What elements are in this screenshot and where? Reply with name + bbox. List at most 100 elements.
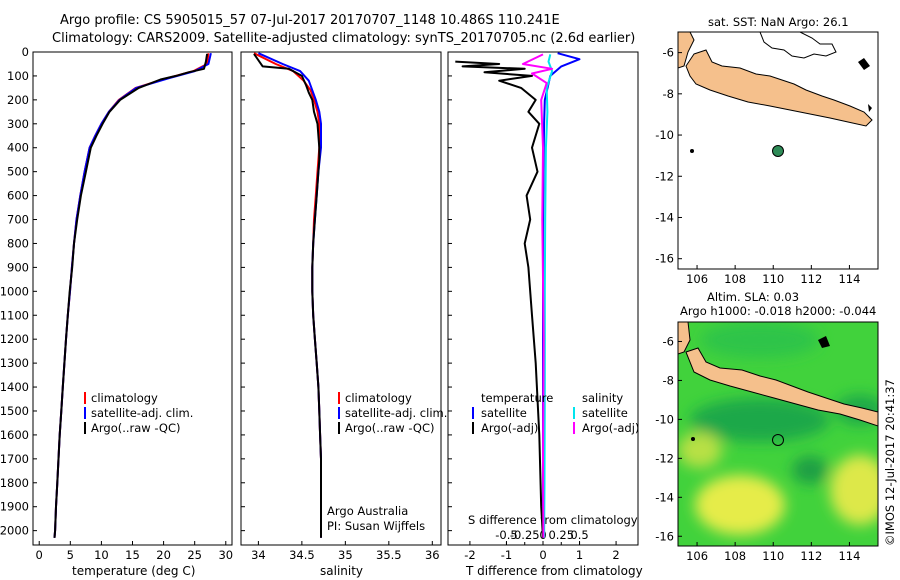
lat-tick-label: -6 xyxy=(663,46,674,60)
map-sst-frame xyxy=(677,31,879,270)
difference-series xyxy=(455,52,581,538)
depth-tick-label: 100 xyxy=(7,69,29,83)
legend-t-argo-label: Argo(-adj) xyxy=(481,421,538,435)
lon-tick-label: 110 xyxy=(762,272,784,286)
borneo-coast xyxy=(759,32,837,59)
depth-tick-label: 1500 xyxy=(0,404,29,418)
x-tick-label: 34.5 xyxy=(289,548,315,562)
java-land xyxy=(685,347,878,427)
temperature-axis-label: temperature (deg C) xyxy=(72,564,195,578)
legend-t-satellite-label: satellite xyxy=(481,406,527,420)
depth-tick-label: 800 xyxy=(7,236,29,250)
lon-tick-label: 106 xyxy=(686,549,708,563)
salinity-panel xyxy=(240,51,442,546)
pi-label: PI: Susan Wijffels xyxy=(327,519,425,533)
x-tick-label: 5 xyxy=(67,548,74,562)
series-line-climatology xyxy=(253,52,322,538)
x-tick-label: 25 xyxy=(187,548,202,562)
imos-credit: ©IMOS 12-Jul-2017 20:41:37 xyxy=(883,379,897,546)
x-tick-label: 1 xyxy=(576,548,583,562)
x-tick-label: 0 xyxy=(36,548,43,562)
depth-tick-label: 200 xyxy=(7,93,29,107)
legend-s-argo-label: Argo(-adj) xyxy=(582,421,639,435)
lon-tick-label: 106 xyxy=(686,272,708,286)
s-difference-axis-label: S difference from climatology xyxy=(468,513,638,527)
salinity-series xyxy=(253,52,322,538)
lat-tick-label: -6 xyxy=(663,334,674,348)
depth-tick-label: 0 xyxy=(22,45,29,59)
series-line-s-argo-adj- xyxy=(521,53,554,538)
map-sst-title: sat. SST: NaN Argo: 26.1 xyxy=(708,15,849,29)
depth-tick-label: 1300 xyxy=(0,356,29,370)
temperature-x-axis: 0 5 10 15 20 25 30 xyxy=(36,541,233,562)
island-bali xyxy=(858,58,870,70)
depth-tick-label: 300 xyxy=(7,117,29,131)
sla-north xyxy=(700,322,820,358)
island-lombok xyxy=(868,104,872,112)
series-line-t-argo-adj- xyxy=(455,60,544,538)
legend-climatology-label: climatology xyxy=(91,391,158,405)
lat-tick-label: -12 xyxy=(655,451,674,465)
legend-temperature-title: temperature xyxy=(481,391,553,405)
map-sla-title-line2: Argo h1000: -0.018 h2000: -0.044 xyxy=(680,304,876,318)
legend-satellite-label: satellite-adj. clim. xyxy=(91,406,193,420)
lat-tick-label: -8 xyxy=(663,87,674,101)
x-tick-label: 36 xyxy=(425,548,440,562)
series-line-satellite-adj-clim- xyxy=(53,52,212,538)
lat-tick-label: -10 xyxy=(655,412,674,426)
legend-argo-label: Argo(..raw -QC) xyxy=(91,421,181,435)
lat-tick-label: -16 xyxy=(655,529,674,543)
sla-high-southwest xyxy=(695,475,785,535)
x-tick-label: 2 xyxy=(612,548,619,562)
depth-tick-label: 1000 xyxy=(0,284,29,298)
legend-climatology-label: climatology xyxy=(345,391,412,405)
x-tick-label: -2 xyxy=(464,548,475,562)
lon-tick-label: 112 xyxy=(800,272,822,286)
argo-australia-label: Argo Australia xyxy=(327,504,408,518)
s-tick-label: 0.25 xyxy=(548,528,574,542)
map-sst-axes: 106 108 110 112 114 -6 -8 -10 -12 -14 -16 xyxy=(655,46,860,286)
salinity-axis-label: salinity xyxy=(320,564,363,578)
x-tick-label: 10 xyxy=(94,548,109,562)
depth-tick-label: 400 xyxy=(7,141,29,155)
s-tick-label: -0.25 xyxy=(510,528,540,542)
lat-tick-label: -16 xyxy=(655,252,674,266)
island-christmas xyxy=(691,437,695,441)
lon-tick-label: 108 xyxy=(724,272,746,286)
depth-tick-label: 700 xyxy=(7,213,29,227)
temperature-series xyxy=(53,52,212,538)
map-sla-frame xyxy=(677,321,879,547)
s-tick-label: -0.5 xyxy=(495,528,517,542)
lat-tick-label: -14 xyxy=(655,210,674,224)
sla-high-southeast xyxy=(830,455,878,525)
salinity-legend: climatology satellite-adj. clim. Argo(..… xyxy=(327,391,447,533)
depth-tick-label: 1200 xyxy=(0,332,29,346)
lat-tick-label: -10 xyxy=(655,128,674,142)
map-sst-float-marker xyxy=(772,145,784,157)
sumatra-land xyxy=(678,32,695,69)
sla-high-west xyxy=(678,432,722,468)
map-sla-axes: 106 108 110 112 114 -6 -8 -10 -12 -14 -16 xyxy=(655,334,860,563)
depth-tick-label: 2000 xyxy=(0,524,29,538)
sumatra-land xyxy=(678,322,691,355)
sla-anomaly-blobs xyxy=(678,322,878,535)
series-line-argo-raw-qc- xyxy=(253,53,322,538)
map-sla-title-line1: Altim. SLA: 0.03 xyxy=(707,290,799,304)
lat-tick-label: -8 xyxy=(663,373,674,387)
lat-tick-label: -14 xyxy=(655,490,674,504)
difference-legend: temperature satellite Argo(-adj) salinit… xyxy=(472,391,639,435)
island-christmas xyxy=(690,149,694,153)
x-tick-label: 20 xyxy=(156,548,171,562)
depth-tick-label: 1900 xyxy=(0,500,29,514)
depth-axis: 0 100 200 300 400 500 600 700 800 900 1000 1100 1200… xyxy=(0,45,452,538)
figure-title-line1: Argo profile: CS 5905015_57 07-Jul-2017 … xyxy=(60,13,560,28)
x-tick-label: 15 xyxy=(125,548,140,562)
depth-tick-label: 1800 xyxy=(0,476,29,490)
x-tick-label: 35 xyxy=(338,548,353,562)
sla-low-center xyxy=(792,456,828,484)
legend-s-satellite-label: satellite xyxy=(582,406,628,420)
lon-tick-label: 114 xyxy=(838,549,860,563)
salinity-x-axis: 34 34.5 35 35.5 36 xyxy=(251,541,440,562)
x-tick-label: 0 xyxy=(539,548,546,562)
series-line-climatology xyxy=(53,53,210,538)
